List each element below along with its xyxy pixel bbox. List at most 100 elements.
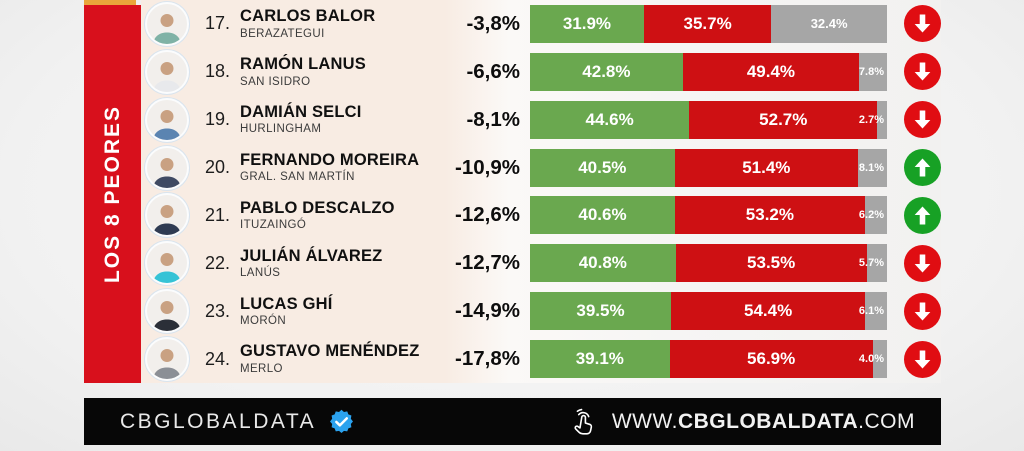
rank-number: 20.: [204, 157, 230, 178]
person-silhouette-icon: [153, 349, 181, 380]
ranking-row: 24. GUSTAVO MENÉNDEZ MERLO -17,8% 39.1% …: [141, 335, 941, 383]
politician-name: LUCAS GHÍ: [240, 294, 333, 313]
district-label: MORÓN: [240, 314, 287, 327]
change-percent: -6,6%: [466, 59, 520, 83]
neutral-value-label: 32.4%: [810, 16, 848, 32]
neutral-value-label-overlay: 7.8%: [858, 65, 884, 78]
bar-segment-neutral: [866, 244, 887, 283]
bar-segment-neutral: [865, 292, 887, 331]
negative-value-label: 56.9%: [747, 349, 796, 369]
ranking-row: 19. DAMIÁN SELCI HURLINGHAM -8,1% 44.6% …: [141, 96, 941, 144]
positive-value-label: 40.8%: [578, 253, 627, 273]
rank-number: 23.: [204, 300, 230, 321]
neutral-value-label-overlay: 6.2%: [858, 209, 884, 222]
positive-value-label: 39.5%: [576, 301, 625, 321]
person-silhouette-icon: [153, 253, 181, 284]
ranking-rows: 17. CARLOS BALOR BERAZATEGUI -3,8% 31.9%…: [141, 0, 941, 383]
politician-identity: GUSTAVO MENÉNDEZ MERLO: [240, 342, 434, 375]
negative-value-label: 51.4%: [742, 157, 791, 177]
bar-segment-negative: 56.9%: [669, 340, 873, 379]
bar-segment-positive: 40.5%: [530, 148, 675, 187]
ranking-row: 17. CARLOS BALOR BERAZATEGUI -3,8% 31.9%…: [141, 0, 941, 48]
neutral-value-label-overlay: 8.1%: [858, 161, 884, 174]
trend-arrow-down-icon: [904, 53, 941, 91]
approval-stacked-bar: 40.5% 51.4% 8.1%: [530, 148, 887, 187]
banner-title: LOS 8 PEORES: [100, 104, 124, 284]
politician-avatar: [145, 193, 189, 238]
change-percent: -14,9%: [455, 299, 520, 323]
ranking-row: 22. JULIÁN ÁLVAREZ LANÚS -12,7% 40.8% 53…: [141, 239, 941, 287]
bar-segment-neutral: [864, 196, 887, 235]
negative-value-label: 49.4%: [746, 61, 796, 81]
politician-avatar: [145, 289, 189, 334]
approval-stacked-bar: 39.5% 54.4% 6.1%: [530, 292, 887, 331]
rank-number: 21.: [204, 204, 230, 225]
politician-identity: PABLO DESCALZO ITUZAINGÓ: [240, 199, 434, 232]
footer-bar: CBGLOBALDATA WWW. CBGLOBALDATA .COM: [84, 398, 941, 445]
bar-segment-negative: 51.4%: [674, 148, 859, 187]
positive-value-label: 42.8%: [582, 61, 631, 81]
bar-segment-positive: 40.8%: [530, 244, 676, 283]
bar-segment-positive: 44.6%: [530, 100, 690, 139]
trend-arrow-up-icon: [904, 149, 941, 187]
person-silhouette-icon: [153, 205, 181, 236]
politician-name: DAMIÁN SELCI: [240, 103, 362, 122]
negative-value-label: 53.2%: [745, 205, 794, 225]
neutral-value-label-overlay: 4.0%: [858, 353, 884, 366]
website-brand: CBGLOBALDATA: [677, 409, 859, 433]
negative-value-label: 54.4%: [744, 301, 793, 321]
person-silhouette-icon: [153, 109, 181, 140]
trend-arrow-down-icon: [904, 292, 941, 330]
ranking-row: 21. PABLO DESCALZO ITUZAINGÓ -12,6% 40.6…: [141, 192, 941, 240]
neutral-value-label-overlay: 2.7%: [858, 113, 884, 126]
trend-arrow-down-icon: [904, 101, 941, 139]
bar-segment-positive: 39.5%: [530, 292, 671, 331]
bar-segment-negative: 53.5%: [675, 244, 867, 283]
bar-segment-positive: 42.8%: [530, 52, 683, 91]
politician-avatar: [145, 49, 189, 94]
footer-website-group: WWW. CBGLOBALDATA .COM: [568, 406, 915, 438]
positive-value-label: 40.6%: [578, 205, 627, 225]
bar-segment-neutral: [858, 148, 887, 187]
person-silhouette-icon: [153, 301, 181, 332]
bar-segment-positive: 39.1%: [530, 340, 670, 379]
bar-segment-neutral: [877, 100, 887, 139]
change-percent: -17,8%: [455, 347, 520, 371]
bar-segment-negative: 35.7%: [643, 4, 772, 43]
verified-badge-icon: [330, 409, 354, 433]
district-label: LANÚS: [240, 267, 281, 280]
positive-value-label: 40.5%: [578, 157, 627, 177]
rank-number: 17.: [204, 13, 230, 34]
district-label: SAN ISIDRO: [240, 75, 311, 88]
negative-value-label: 52.7%: [759, 109, 808, 129]
politician-identity: FERNANDO MOREIRA GRAL. SAN MARTÍN: [240, 151, 434, 184]
politician-identity: JULIÁN ÁLVAREZ LANÚS: [240, 247, 434, 280]
website-prefix: WWW.: [611, 409, 678, 433]
approval-stacked-bar: 44.6% 52.7% 2.7%: [530, 100, 887, 139]
change-percent: -8,1%: [466, 107, 520, 131]
bar-segment-neutral: [859, 52, 887, 91]
politician-avatar: [145, 145, 189, 190]
rank-number: 19.: [204, 109, 230, 130]
politician-avatar: [145, 241, 189, 286]
hand-click-icon: [574, 408, 592, 435]
change-percent: -3,8%: [466, 11, 520, 35]
bar-segment-positive: 31.9%: [530, 4, 644, 43]
brand-name: CBGLOBALDATA: [120, 409, 317, 433]
approval-stacked-bar: 40.8% 53.5% 5.7%: [530, 244, 887, 283]
district-label: ITUZAINGÓ: [240, 219, 307, 232]
politician-identity: CARLOS BALOR BERAZATEGUI: [240, 7, 434, 40]
politician-name: GUSTAVO MENÉNDEZ: [240, 342, 420, 361]
politician-identity: DAMIÁN SELCI HURLINGHAM: [240, 103, 434, 136]
approval-stacked-bar: 39.1% 56.9% 4.0%: [530, 340, 887, 379]
side-banner: LOS 8 PEORES: [84, 5, 141, 383]
neutral-value-label-overlay: 5.7%: [858, 257, 884, 270]
district-label: GRAL. SAN MARTÍN: [240, 171, 355, 184]
district-label: MERLO: [240, 362, 283, 375]
negative-value-label: 53.5%: [747, 253, 796, 273]
website-suffix: .COM: [858, 409, 915, 433]
positive-value-label: 44.6%: [585, 109, 634, 129]
change-percent: -12,6%: [455, 203, 520, 227]
gold-accent-strip: [84, 0, 136, 5]
person-silhouette-icon: [153, 13, 181, 44]
